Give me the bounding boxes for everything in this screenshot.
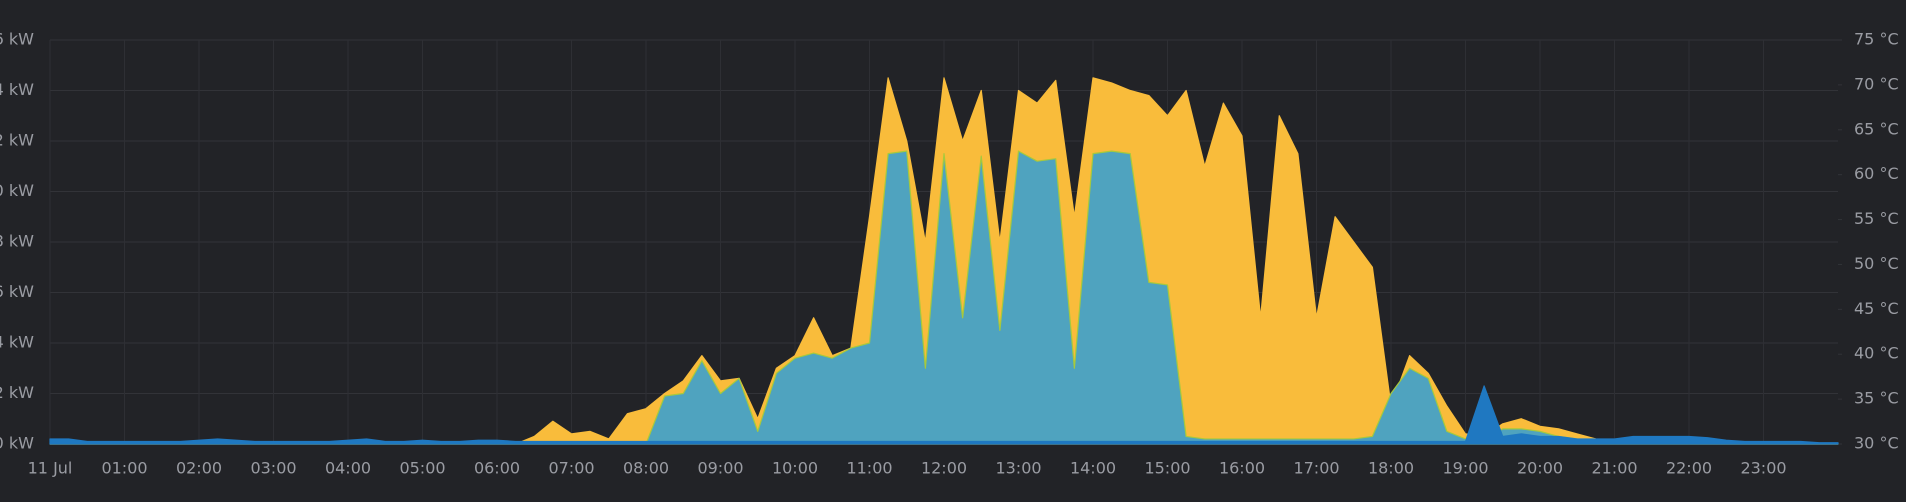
x-tick-label: 04:00 <box>325 459 371 478</box>
x-tick-label: 05:00 <box>399 459 445 478</box>
x-tick-label: 20:00 <box>1517 459 1563 478</box>
x-tick-label: 11:00 <box>846 459 892 478</box>
y2-tick-label: 55 °C <box>1854 209 1899 228</box>
x-tick-label: 08:00 <box>623 459 669 478</box>
y-tick-label: 4 kW <box>0 333 34 352</box>
y-tick-label: 14 kW <box>0 80 34 99</box>
y-tick-label: 0 kW <box>0 434 34 453</box>
y2-tick-label: 35 °C <box>1854 389 1899 408</box>
area <box>49 385 1839 445</box>
x-tick-label: 01:00 <box>101 459 147 478</box>
x-tick-label: 17:00 <box>1293 459 1339 478</box>
y-tick-label: 10 kW <box>0 181 34 200</box>
x-tick-label: 16:00 <box>1219 459 1265 478</box>
x-tick-label: 18:00 <box>1368 459 1414 478</box>
x-tick-label: 14:00 <box>1070 459 1116 478</box>
x-tick-label: 09:00 <box>697 459 743 478</box>
x-tick-label: 19:00 <box>1442 459 1488 478</box>
x-tick-label: 03:00 <box>250 459 296 478</box>
x-tick-label: 15:00 <box>1144 459 1190 478</box>
y2-tick-label: 50 °C <box>1854 254 1899 273</box>
y-tick-label: 6 kW <box>0 282 34 301</box>
y2-tick-label: 75 °C <box>1854 30 1899 49</box>
y-tick-label: 8 kW <box>0 232 34 251</box>
y2-tick-label: 70 °C <box>1854 74 1899 93</box>
x-tick-label: 22:00 <box>1666 459 1712 478</box>
x-tick-label: 07:00 <box>548 459 594 478</box>
y2-tick-label: 30 °C <box>1854 434 1899 453</box>
x-tick-label: 23:00 <box>1740 459 1786 478</box>
x-tick-label: 02:00 <box>176 459 222 478</box>
x-tick-label: 06:00 <box>474 459 520 478</box>
y2-tick-label: 60 °C <box>1854 164 1899 183</box>
y2-tick-label: 40 °C <box>1854 344 1899 363</box>
x-tick-label: 10:00 <box>772 459 818 478</box>
x-tick-label: 12:00 <box>921 459 967 478</box>
y-tick-label: 12 kW <box>0 131 34 150</box>
y-tick-label: 16 kW <box>0 30 34 49</box>
x-tick-label: 13:00 <box>995 459 1041 478</box>
y-tick-label: 2 kW <box>0 383 34 402</box>
x-tick-label: 11 Jul <box>28 459 73 478</box>
x-tick-label: 21:00 <box>1591 459 1637 478</box>
y2-tick-label: 65 °C <box>1854 119 1899 138</box>
y2-tick-label: 45 °C <box>1854 299 1899 318</box>
